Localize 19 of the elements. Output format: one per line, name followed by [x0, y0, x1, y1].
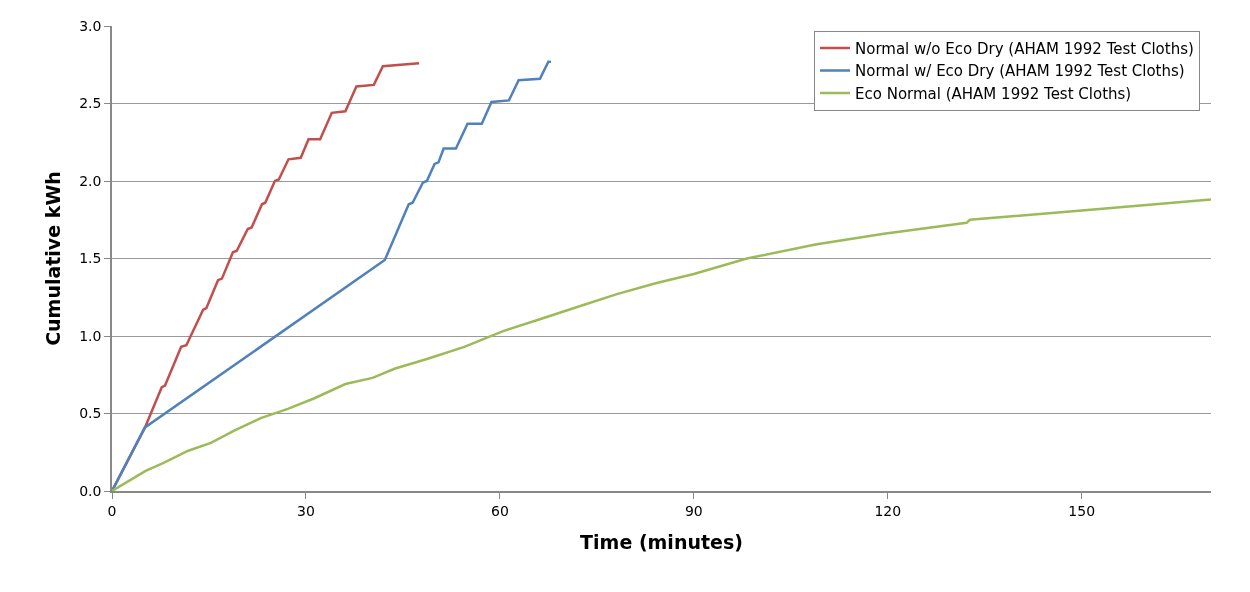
y-tick-label: 0.5 — [79, 405, 102, 422]
legend-label: Eco Normal (AHAM 1992 Test Cloths) — [855, 84, 1132, 103]
y-tick-label: 3.0 — [79, 17, 102, 34]
x-tick-label: 150 — [1068, 502, 1096, 519]
y-tick-label: 1.0 — [79, 327, 102, 344]
x-axis-title: Time (minutes) — [580, 530, 743, 553]
y-tick-label: 2.5 — [79, 95, 102, 112]
x-tick-label: 120 — [874, 502, 902, 519]
y-tick-label: 1.5 — [79, 250, 102, 267]
legend-label: Normal w/o Eco Dry (AHAM 1992 Test Cloths) — [855, 39, 1194, 58]
x-tick-label: 0 — [107, 502, 117, 519]
x-tick-label: 60 — [490, 502, 509, 519]
y-tick-label: 2.0 — [79, 172, 102, 189]
y-tick-label: 0.0 — [79, 482, 102, 499]
x-tick-label: 30 — [297, 502, 315, 519]
legend-label: Normal w/ Eco Dry (AHAM 1992 Test Cloths) — [855, 62, 1185, 81]
y-axis-title: Cumulative kWh — [41, 171, 64, 346]
line-series — [112, 60, 553, 491]
x-tick-label: 90 — [684, 502, 703, 519]
